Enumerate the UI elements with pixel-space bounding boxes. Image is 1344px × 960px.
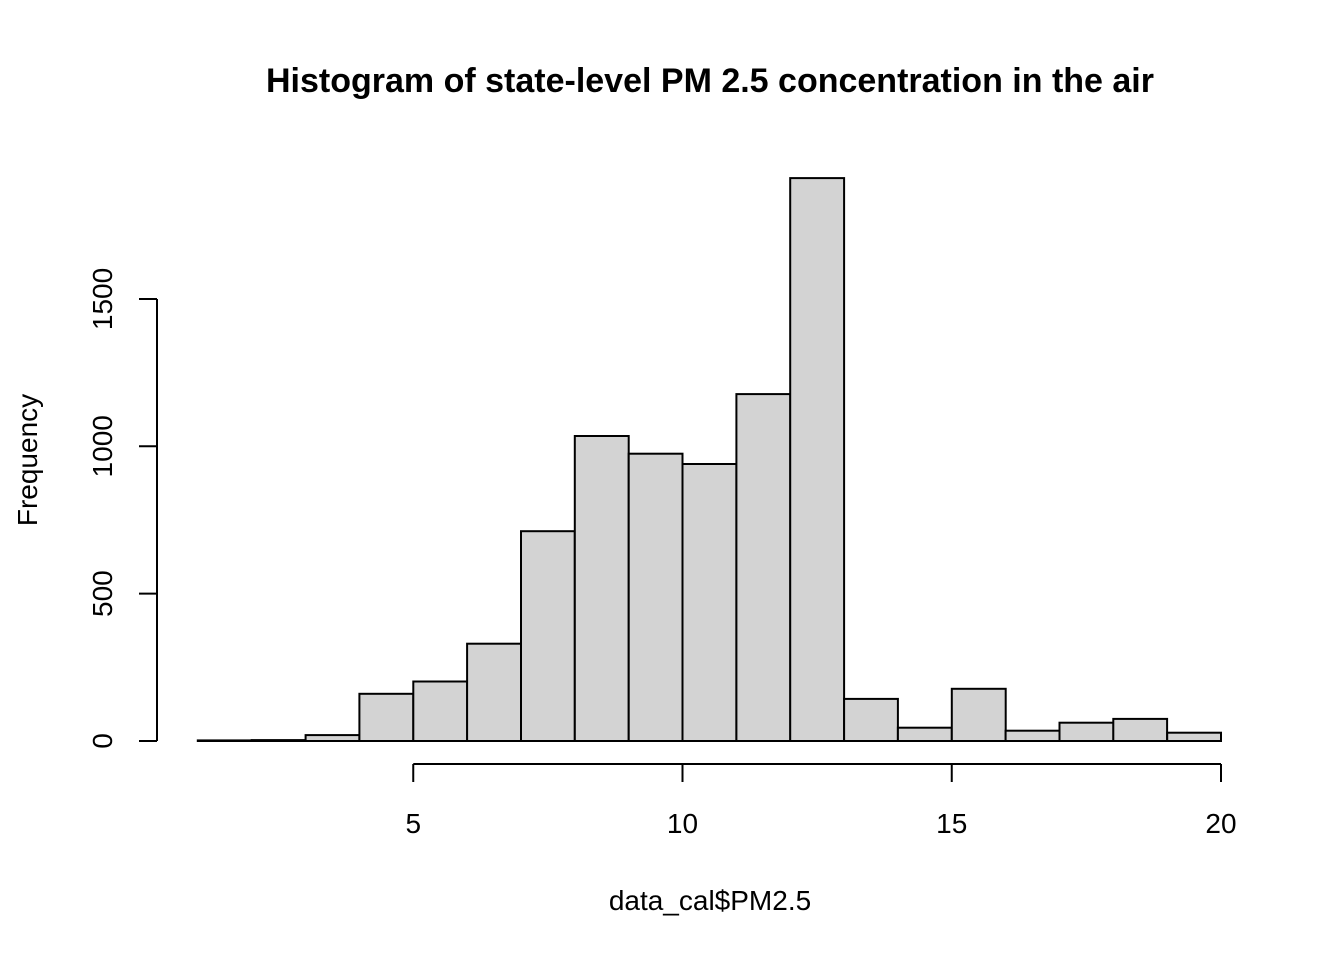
histogram-bar: [196, 739, 253, 743]
histogram-bar: [573, 435, 630, 742]
x-tick-label: 15: [936, 808, 967, 839]
y-tick-label: 0: [87, 733, 118, 749]
x-tick-label: 20: [1205, 808, 1236, 839]
x-axis: 5 10 15 20: [405, 763, 1237, 839]
histogram-bar: [466, 642, 523, 743]
x-axis-label: data_cal$PM2.5: [609, 885, 811, 916]
bars-group: [196, 177, 1222, 743]
x-tick-label: 10: [667, 808, 698, 839]
histogram-bar: [627, 452, 684, 742]
histogram-bar: [735, 393, 792, 742]
histogram-bar: [1004, 729, 1061, 743]
histogram-bar: [1166, 731, 1222, 743]
histogram-bar: [789, 177, 846, 743]
histogram-bar: [358, 692, 415, 742]
histogram-bar: [250, 739, 307, 742]
y-axis: 0 500 1000 1500: [87, 268, 158, 749]
chart-title: Histogram of state-level PM 2.5 concentr…: [266, 62, 1154, 100]
x-tick-label: 5: [405, 808, 421, 839]
y-tick-label: 1500: [87, 268, 118, 330]
histogram-bar: [412, 680, 469, 742]
y-tick-label: 1000: [87, 415, 118, 477]
histogram-bar: [843, 697, 899, 743]
y-tick-label: 500: [87, 570, 118, 617]
histogram-bar: [1058, 721, 1115, 743]
histogram-bar: [520, 530, 576, 743]
y-axis-label: Frequency: [12, 394, 43, 526]
histogram-bar: [950, 687, 1007, 742]
histogram-bar: [1112, 717, 1169, 743]
histogram-bar: [681, 463, 738, 742]
histogram-bar: [304, 734, 361, 742]
histogram-bar: [896, 726, 953, 743]
